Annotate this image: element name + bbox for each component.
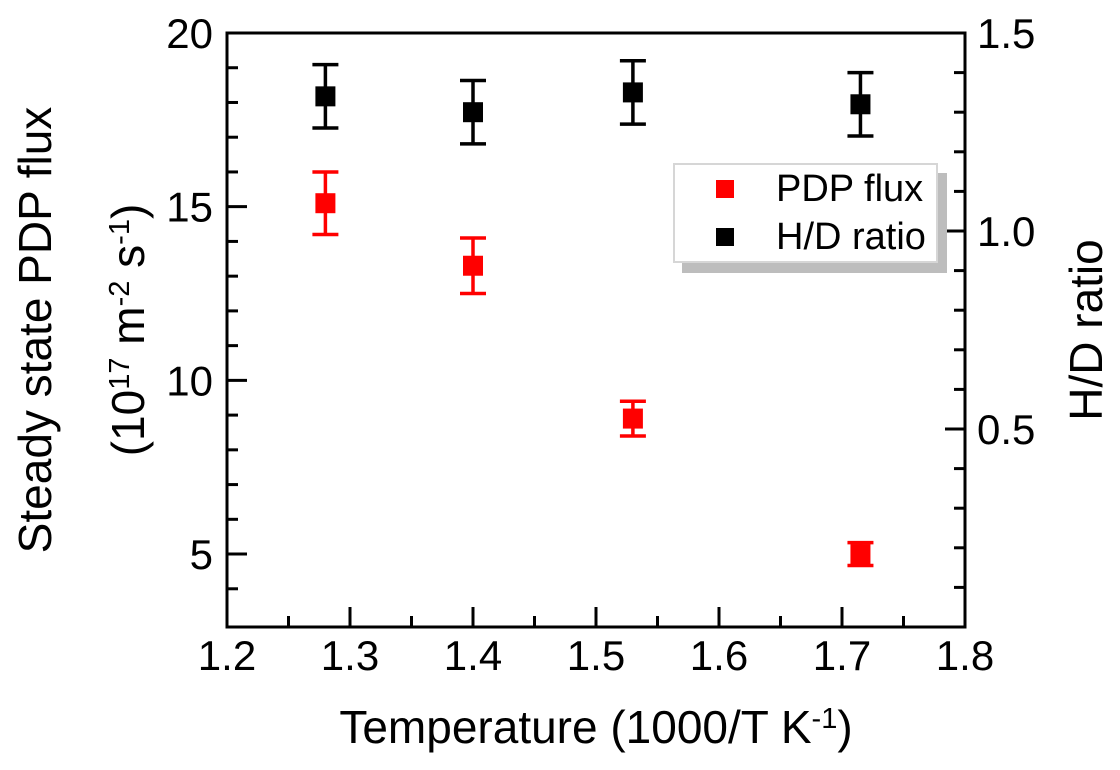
x-tick-label: 1.5 (567, 632, 625, 679)
pdp-flux-point-0 (315, 193, 336, 214)
x-tick-label: 1.4 (444, 632, 502, 679)
x-tick-label: 1.6 (690, 632, 748, 679)
h-d-ratio-point-3 (850, 94, 871, 115)
y-left-tick-label: 15 (166, 184, 213, 231)
x-tick-label: 1.3 (321, 632, 379, 679)
y-right-tick-label: 1.0 (977, 208, 1035, 255)
x-tick-label: 1.2 (198, 632, 256, 679)
pdp-flux-point-1 (463, 255, 483, 276)
x-tick-label: 1.8 (936, 632, 994, 679)
y-right-tick-label: 0.5 (977, 406, 1035, 453)
y-left-tick-label: 20 (166, 10, 213, 57)
legend-label-pdp-flux: PDP flux (776, 167, 924, 210)
x-tick-label: 1.7 (813, 632, 871, 679)
legend-item-hd-ratio: H/D ratio (675, 213, 936, 261)
plot-frame (225, 31, 967, 629)
y-left-axis-title: Steady state PDP flux (9, 107, 61, 554)
y-left-tick-label: 5 (190, 531, 213, 578)
h-d-ratio-point-0 (315, 86, 336, 107)
y-left-axis-units: (1017 m-2 s-1) (102, 204, 154, 457)
legend-label-hd-ratio: H/D ratio (776, 215, 926, 258)
legend: PDP flux H/D ratio (673, 163, 938, 263)
legend-marker-hd-ratio-icon (716, 228, 734, 246)
y-right-tick-label: 1.5 (977, 10, 1035, 57)
legend-marker-pdp-flux-icon (716, 180, 734, 198)
legend-item-pdp-flux: PDP flux (675, 165, 936, 213)
pdp-flux-point-3 (850, 544, 871, 565)
y-left-tick-label: 10 (166, 357, 213, 404)
x-axis-title: Temperature (1000/T K-1) (339, 701, 852, 753)
y-right-axis-title: H/D ratio (1060, 239, 1112, 420)
pdp-flux-point-2 (622, 408, 643, 429)
h-d-ratio-point-1 (463, 102, 483, 123)
h-d-ratio-point-2 (622, 82, 643, 103)
